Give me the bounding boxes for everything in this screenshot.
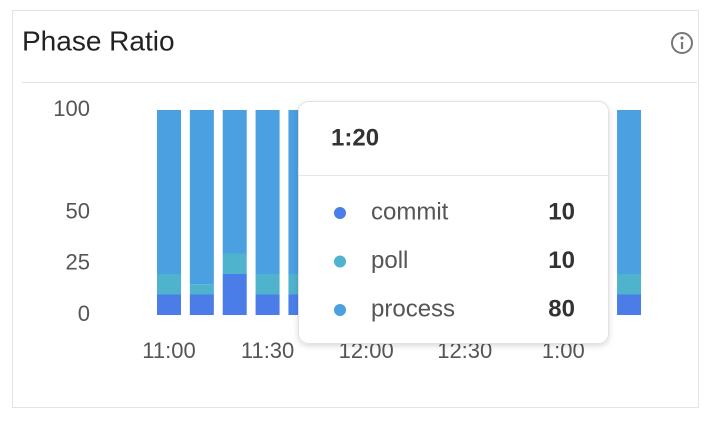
tooltip-value: 80: [548, 295, 575, 322]
bar-segment: [157, 274, 181, 295]
bar-segment: [617, 274, 642, 295]
tooltip-series-name: process: [371, 295, 455, 322]
tooltip-dot: [332, 205, 348, 221]
bar-segment: [157, 110, 181, 274]
tooltip-series-name: commit: [371, 198, 449, 225]
y-tick-label: 0: [78, 301, 90, 326]
y-tick-label: 100: [53, 96, 90, 121]
tooltip-value: 10: [548, 247, 575, 274]
tooltip-dot: [332, 253, 348, 270]
bar-segment: [255, 274, 280, 295]
chart-title: Phase Ratio: [22, 25, 175, 56]
tooltip-value: 10: [548, 198, 575, 225]
bar-segment: [189, 294, 214, 315]
bar-segment: [617, 294, 642, 315]
bar-segment: [157, 294, 181, 315]
bar-segment: [222, 274, 247, 315]
y-tick-label: 50: [66, 198, 90, 223]
tooltip: [298, 101, 609, 344]
tooltip-series-name: poll: [371, 247, 408, 274]
bar-segment: [189, 284, 214, 295]
tooltip-title: 1:20: [331, 124, 379, 151]
bar-segment: [189, 110, 214, 285]
x-tick-label: 11:00: [142, 338, 195, 363]
x-tick-label: 11:30: [241, 338, 294, 363]
bar-segment: [617, 110, 642, 274]
tooltip-dot: [332, 302, 348, 318]
bar-segment: [255, 294, 280, 315]
info-icon[interactable]: [671, 32, 693, 54]
bar-segment: [222, 110, 247, 254]
y-tick-label: 25: [66, 250, 90, 275]
bar-segment: [222, 253, 247, 274]
bar-segment: [255, 110, 280, 274]
